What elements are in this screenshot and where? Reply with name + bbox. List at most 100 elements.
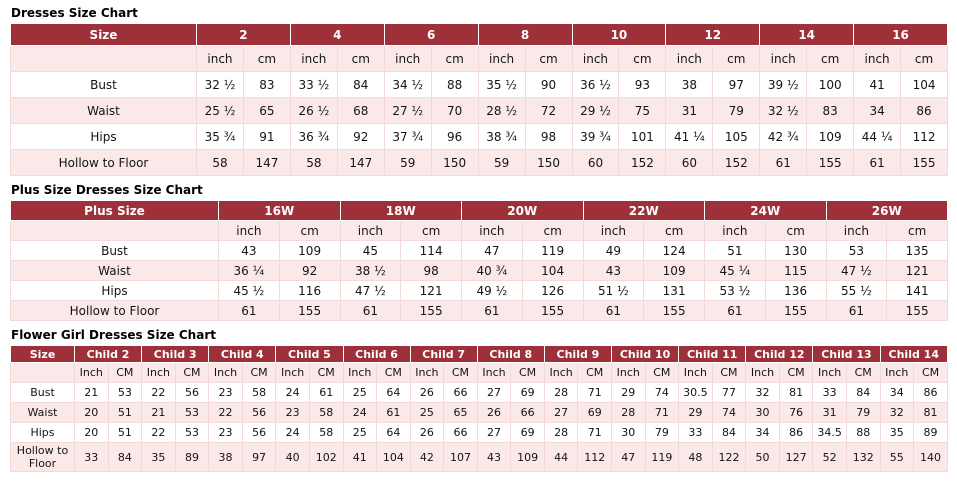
value-cell: 47 [611, 442, 646, 472]
value-cell: 92 [336, 123, 385, 150]
unit-header-cell: Inch [745, 362, 780, 383]
value-cell: 22 [141, 382, 176, 403]
dresses-size-chart-table: Size 2 4 6 8 10 12 14 16 inch cm inch cm inch cm inch cm… [10, 23, 948, 176]
unit-header-cell: Inch [409, 362, 445, 383]
value-cell: 109 [278, 240, 341, 261]
value-cell: 84 [845, 382, 881, 403]
value-cell: 93 [618, 71, 667, 98]
unit-header-cell: inch [289, 45, 338, 72]
value-cell: 71 [577, 422, 612, 443]
value-cell: 58 [308, 402, 344, 423]
value-cell: 115 [764, 260, 827, 281]
value-cell: 75 [618, 97, 667, 124]
value-cell: 126 [521, 280, 584, 301]
value-cell: 21 [74, 382, 109, 403]
value-cell: 74 [644, 382, 680, 403]
unit-header-cell: Inch [611, 362, 646, 383]
unit-header-cell: CM [241, 362, 277, 383]
row-label-cell: Bust [10, 240, 219, 261]
value-cell: 83 [806, 97, 855, 124]
value-cell: 51 [704, 240, 766, 261]
value-cell: 150 [430, 149, 479, 176]
value-cell: 109 [806, 123, 855, 150]
table-row: Hips 20 51 22 53 23 56 24 58 25 64 26 66 27 69 28 71 30 79… [10, 422, 948, 443]
value-cell: 37 ¾ [383, 123, 432, 150]
value-cell: 20 [74, 422, 109, 443]
value-cell: 122 [711, 442, 747, 472]
value-cell: 43 [476, 442, 512, 472]
value-cell: 30 [745, 402, 780, 423]
size-header-cell: Child 4 [208, 345, 277, 363]
value-cell: 42 [409, 442, 445, 472]
value-cell: 135 [886, 240, 948, 261]
value-cell: 97 [712, 71, 761, 98]
value-cell: 25 ½ [196, 97, 244, 124]
size-header-cell: Child 12 [745, 345, 814, 363]
dresses-size-chart-title: Dresses Size Chart [11, 6, 138, 20]
value-cell: 38 ½ [339, 260, 402, 281]
flower-girl-chart-title: Flower Girl Dresses Size Chart [11, 328, 216, 342]
value-cell: 56 [174, 382, 210, 403]
value-cell: 92 [278, 260, 341, 281]
value-cell: 31 [812, 402, 847, 423]
unit-header-row: Inch CM Inch CM Inch CM Inch CM Inch CM Inch CM Inch… [10, 362, 948, 383]
row-label-cell: Bust [10, 382, 75, 403]
value-cell: 84 [107, 442, 143, 472]
value-cell: 38 [665, 71, 714, 98]
value-cell: 150 [524, 149, 573, 176]
size-header-cell: Child 2 [73, 345, 143, 363]
unit-header-cell: cm [521, 220, 584, 241]
value-cell: 40 ¾ [461, 260, 523, 281]
value-cell: 59 [477, 149, 526, 176]
value-cell: 49 ½ [461, 280, 523, 301]
unit-header-cell: cm [618, 45, 667, 72]
row-label-cell: Hollow to Floor [10, 149, 197, 176]
value-cell: 64 [376, 422, 411, 443]
row-label-cell: Waist [10, 260, 219, 281]
unit-header-cell: inch [759, 45, 808, 72]
value-cell: 34.5 [812, 422, 847, 443]
value-cell: 32 ½ [196, 71, 244, 98]
unit-header-cell: inch [196, 45, 244, 72]
value-cell: 72 [524, 97, 573, 124]
size-header-cell: 10 [571, 23, 667, 46]
corner-header-cell: Size [10, 345, 75, 363]
table-row: Hips 45 ½ 116 47 ½ 121 49 ½ 126 51 ½ 131 53 ½ 136 5… [10, 280, 948, 301]
size-header-cell: 14 [759, 23, 855, 46]
value-cell: 100 [806, 71, 855, 98]
size-header-cell: Child 13 [812, 345, 881, 363]
unit-header-cell: CM [577, 362, 612, 383]
unit-header-cell: inch [665, 45, 714, 72]
value-cell: 61 [308, 382, 344, 403]
size-header-cell: Child 9 [543, 345, 613, 363]
size-header-row: Plus Size 16W 18W 20W 22W 24W 26W [10, 200, 948, 221]
value-cell: 36 ½ [571, 71, 620, 98]
value-cell: 20 [74, 402, 109, 423]
unit-header-cell: CM [510, 362, 545, 383]
size-header-cell: Child 5 [275, 345, 344, 363]
value-cell: 121 [400, 280, 462, 301]
unit-header-cell: inch [461, 220, 523, 241]
value-cell: 33 [678, 422, 713, 443]
size-header-cell: Child 6 [342, 345, 411, 363]
value-cell: 38 ¾ [477, 123, 526, 150]
value-cell: 24 [275, 382, 310, 403]
value-cell: 25 [409, 402, 445, 423]
value-cell: 27 [476, 382, 512, 403]
value-cell: 32 ½ [759, 97, 808, 124]
unit-header-cell: CM [778, 362, 814, 383]
value-cell: 44 ¼ [853, 123, 902, 150]
unit-header-cell: inch [704, 220, 766, 241]
value-cell: 55 ½ [825, 280, 888, 301]
unit-header-cell: cm [643, 220, 705, 241]
value-cell: 107 [443, 442, 478, 472]
row-label-cell: Waist [10, 97, 197, 124]
unit-header-cell: Inch [678, 362, 713, 383]
value-cell: 86 [900, 97, 948, 124]
value-cell: 77 [711, 382, 747, 403]
value-cell: 119 [644, 442, 680, 472]
value-cell: 76 [778, 402, 814, 423]
value-cell: 44 [543, 442, 579, 472]
value-cell: 35 ½ [477, 71, 526, 98]
